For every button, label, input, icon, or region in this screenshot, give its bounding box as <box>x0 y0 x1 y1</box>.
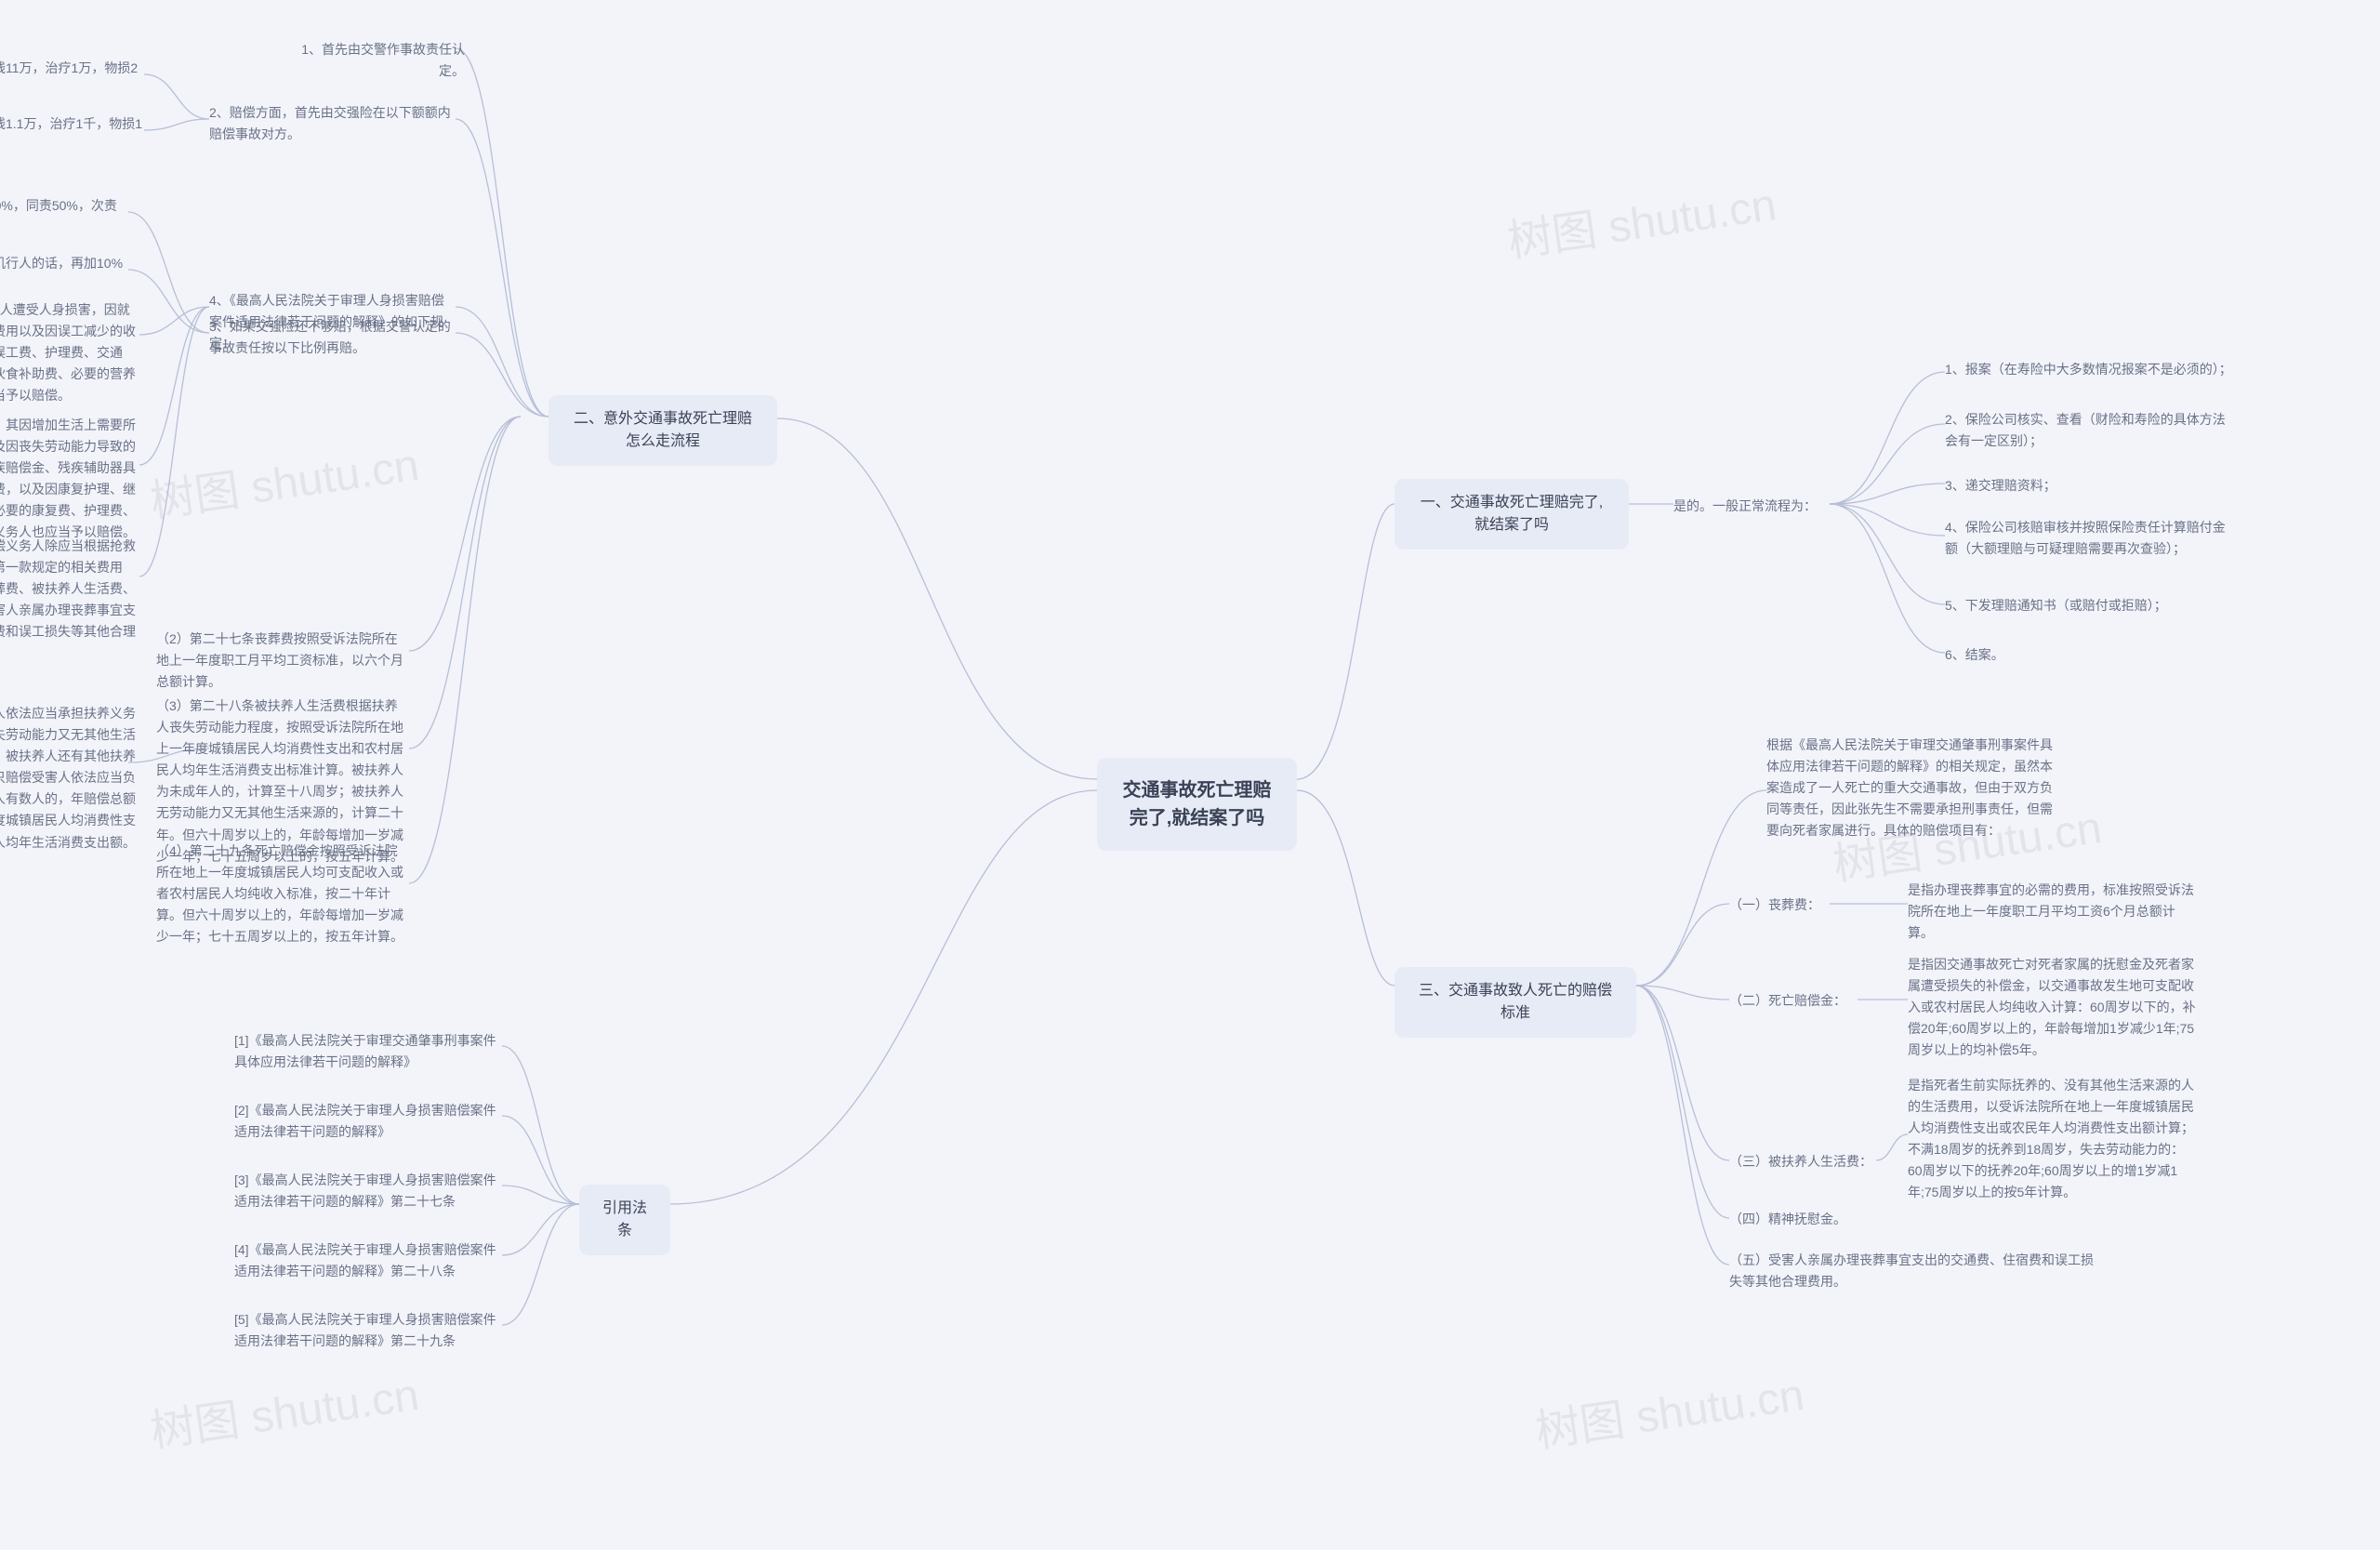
b2-l4-sub: （4）第二十九条死亡赔偿金按照受诉法院所在地上一年度城镇居民人均可支配收入或者农… <box>156 841 409 947</box>
b4-leaf: [1]《最高人民法院关于审理交通肇事刑事案件具体应用法律若干问题的解释》 <box>234 1030 504 1073</box>
b2-l3-sub: 如果事故对方是非机行人的话，再加10%（全责除外） <box>0 253 130 296</box>
b2-l1: 1、首先由交警作事故责任认定。 <box>279 39 465 82</box>
root-label: 交通事故死亡理赔完了,就结案了吗 <box>1097 758 1297 851</box>
branch-1-label: 一、交通事故死亡理赔完了,就结案了吗 <box>1395 479 1629 550</box>
b4-leaf: [4]《最高人民法院关于审理人身损害赔偿案件适用法律若干问题的解释》第二十八条 <box>234 1239 504 1282</box>
branch-1-leaf: 5、下发理赔通知书（或赔付或拒赔）； <box>1945 595 2167 616</box>
b2-l2-sub: 无责限额：致死致残1.1万，治疗1千，物损1百 <box>0 113 145 156</box>
branch-1-leaf: 3、递交理赔资料； <box>1945 475 2056 497</box>
watermark: 树图 shutu.cn <box>146 428 423 530</box>
b2-l2-sub: 有责限额：致死致残11万，治疗1万，物损2千 <box>0 58 145 100</box>
branch-2-box: 二、意外交通事故死亡理赔怎么走流程 <box>549 395 777 466</box>
b2-l1: 2、赔偿方面，首先由交强险在以下额额内赔偿事故对方。 <box>209 102 456 145</box>
watermark: 树图 shutu.cn <box>1531 1358 1808 1460</box>
branch-3-intro: 根据《最高人民法院关于审理交通肇事刑事案件具体应用法律若干问题的解释》的相关规定… <box>1766 735 2064 841</box>
b3-item-label: （五）受害人亲属办理丧葬事宜支出的交通费、住宿费和误工损失等其他合理费用。 <box>1729 1250 2101 1292</box>
branch-3-label: 三、交通事故致人死亡的赔偿标准 <box>1395 967 1636 1038</box>
b2-l4-sub: 受害人死亡的，赔偿义务人除应当根据抢救治疗情况赔偿本条第一款规定的相关费用外，还… <box>0 536 141 665</box>
b2-l3-sub: 全责100%，主责70%，同责50%，次责30%，无责0 <box>0 195 130 238</box>
watermark: 树图 shutu.cn <box>1503 167 1780 270</box>
branch-4-box: 引用法条 <box>579 1185 670 1255</box>
branch-1-leaf: 1、报案（在寿险中大多数情况报案不是必须的）； <box>1945 359 2232 380</box>
b2-l4-sub: 受害人因伤致残的，其因增加生活上需要所支出的必要费用以及因丧失劳动能力导致的收入… <box>0 415 141 544</box>
branch-1-leaf: 2、保险公司核实、查看（财险和寿险的具体方法会有一定区别）； <box>1945 409 2233 452</box>
b2-l4-sub: （1）第十七条受害人遭受人身损害，因就医治疗支出的各项费用以及因误工减少的收入，… <box>0 299 141 406</box>
b4-leaf: [2]《最高人民法院关于审理人身损害赔偿案件适用法律若干问题的解释》 <box>234 1100 504 1143</box>
branch-1-box: 一、交通事故死亡理赔完了,就结案了吗 <box>1395 479 1629 550</box>
root-node: 交通事故死亡理赔完了,就结案了吗 <box>1097 758 1297 851</box>
b2-l1: 4、《最高人民法院关于审理人身损害赔偿案件适用法律若干问题的解释》的如下规定： <box>209 290 456 354</box>
b3-item-text: 是指死者生前实际抚养的、没有其他生活来源的人的生活费用，以受诉法院所在地上一年度… <box>1908 1075 2196 1204</box>
b3-item-label: （三）被扶养人生活费： <box>1729 1151 1872 1172</box>
b3-item-label: （一）丧葬费： <box>1729 894 1820 916</box>
watermark: 树图 shutu.cn <box>146 1358 423 1460</box>
branch-4-label: 引用法条 <box>579 1185 670 1255</box>
b2-l4-sub: （2）第二十七条丧葬费按照受诉法院所在地上一年度职工月平均工资标准，以六个月总额… <box>156 629 409 693</box>
b3-item-label: （四）精神抚慰金。 <box>1729 1209 1846 1230</box>
b4-leaf: [3]《最高人民法院关于审理人身损害赔偿案件适用法律若干问题的解释》第二十七条 <box>234 1170 504 1212</box>
b4-leaf: [5]《最高人民法院关于审理人身损害赔偿案件适用法律若干问题的解释》第二十九条 <box>234 1309 504 1352</box>
b3-item-text: 是指办理丧葬事宜的必需的费用，标准按照受诉法院所在地上一年度职工月平均工资6个月… <box>1908 880 2196 944</box>
branch-1-leaf: 6、结案。 <box>1945 644 2004 666</box>
branch-3-box: 三、交通事故致人死亡的赔偿标准 <box>1395 967 1636 1038</box>
b2-l4-sub: 被扶养人是指受害人依法应当承担扶养义务的未成年人或者丧失劳动能力又无其他生活来源… <box>0 703 141 854</box>
branch-1-leaf: 4、保险公司核赔审核并按照保险责任计算赔付金额（大额理赔与可疑理赔需要再次查验）… <box>1945 517 2233 560</box>
branch-2-label: 二、意外交通事故死亡理赔怎么走流程 <box>549 395 777 466</box>
branch-1-mid: 是的。一般正常流程为： <box>1673 496 1817 517</box>
b3-item-label: （二）死亡赔偿金： <box>1729 990 1846 1012</box>
b3-item-text: 是指因交通事故死亡对死者家属的抚慰金及死者家属遭受损失的补偿金，以交通事故发生地… <box>1908 954 2196 1061</box>
